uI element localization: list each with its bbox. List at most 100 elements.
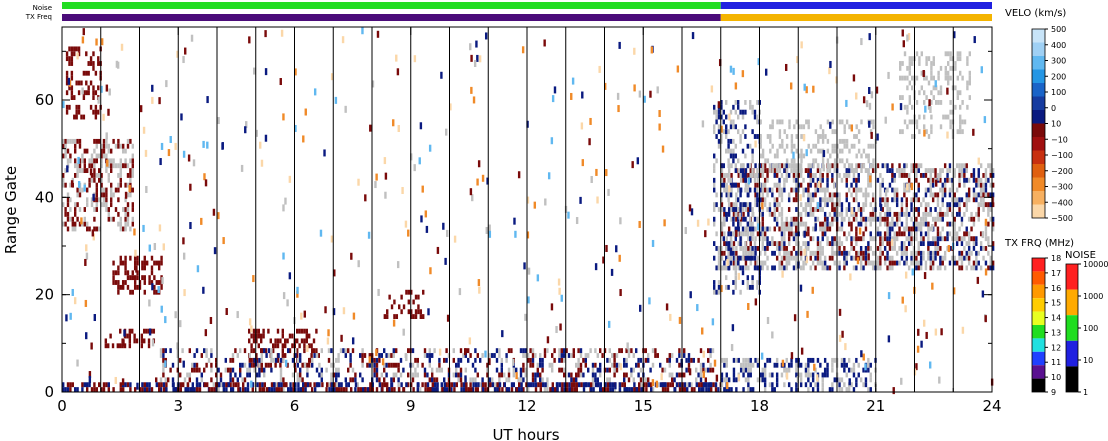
echo-cell xyxy=(757,58,760,66)
echo-cell xyxy=(925,56,928,62)
echo-cell xyxy=(905,216,908,222)
echo-cell xyxy=(352,312,356,320)
echo-cell xyxy=(840,202,844,208)
echo-cell xyxy=(74,143,77,149)
echo-cell xyxy=(70,56,74,62)
echo-cell xyxy=(843,362,846,368)
echo-cell xyxy=(244,387,247,392)
echo-cell xyxy=(826,362,829,368)
echo-cell xyxy=(898,211,901,217)
echo-cell xyxy=(991,246,995,251)
echo-cell xyxy=(746,163,749,169)
velocity-scale-title: VELO (km/s) xyxy=(1005,8,1066,19)
echo-cell xyxy=(811,177,815,183)
echo-cell xyxy=(119,168,122,173)
echo-cell xyxy=(131,202,134,208)
echo-cell xyxy=(455,367,458,373)
echo-cell xyxy=(734,284,737,290)
echo-cell xyxy=(344,105,347,113)
echo-cell xyxy=(828,168,832,173)
echo-cell xyxy=(831,382,834,388)
echo-cell xyxy=(734,255,737,261)
echo-cell xyxy=(426,353,429,358)
echo-cell xyxy=(349,353,352,358)
echo-cell xyxy=(833,163,837,169)
echo-cell xyxy=(871,236,875,242)
echo-cell xyxy=(602,387,605,392)
echo-cell xyxy=(838,308,842,316)
echo-cell xyxy=(864,363,867,371)
echo-cell xyxy=(956,95,959,100)
echo-cell xyxy=(793,143,796,149)
echo-cell xyxy=(234,348,237,354)
echo-cell xyxy=(966,104,969,110)
echo-cell xyxy=(747,265,750,271)
echo-cell xyxy=(264,30,267,38)
echo-cell xyxy=(833,158,837,164)
echo-cell xyxy=(903,182,906,188)
echo-cell xyxy=(605,169,608,177)
echo-cell xyxy=(457,372,460,378)
echo-cell xyxy=(771,168,774,173)
echo-cell xyxy=(400,309,403,315)
echo-cell xyxy=(157,265,161,271)
echo-cell xyxy=(139,105,143,113)
echo-cell xyxy=(775,241,779,246)
echo-cell xyxy=(871,265,875,271)
echo-cell xyxy=(122,207,125,212)
echo-cell xyxy=(69,138,72,144)
echo-cell xyxy=(804,246,808,251)
echo-cell xyxy=(744,231,748,237)
echo-cell xyxy=(805,119,808,125)
echo-cell xyxy=(148,387,151,392)
colorbar-tick-label: 0 xyxy=(1051,104,1056,113)
echo-cell xyxy=(296,357,299,363)
echo-cell xyxy=(632,377,635,383)
echo-cell xyxy=(845,260,848,266)
echo-cell xyxy=(869,119,873,125)
echo-cell xyxy=(838,250,841,256)
echo-cell xyxy=(727,231,730,237)
echo-cell xyxy=(869,173,872,178)
echo-cell xyxy=(949,119,952,125)
echo-cell xyxy=(859,211,863,217)
echo-cell xyxy=(919,216,923,222)
echo-cell xyxy=(423,367,427,373)
echo-cell xyxy=(126,143,130,149)
echo-cell xyxy=(927,211,930,217)
echo-cell xyxy=(759,168,762,173)
echo-cell xyxy=(790,187,793,193)
echo-cell xyxy=(98,177,101,183)
echo-cell xyxy=(809,192,812,198)
echo-cell xyxy=(74,173,77,178)
echo-cell xyxy=(210,353,213,358)
echo-cell xyxy=(475,40,478,48)
echo-cell xyxy=(541,362,544,368)
echo-cell xyxy=(124,265,127,271)
echo-cell xyxy=(546,377,549,383)
echo-cell xyxy=(637,372,640,378)
echo-cell xyxy=(66,216,70,222)
echo-cell xyxy=(707,387,710,392)
echo-cell xyxy=(912,255,916,261)
echo-cell xyxy=(655,380,659,388)
echo-cell xyxy=(664,382,667,388)
echo-cell xyxy=(821,134,825,139)
echo-cell xyxy=(312,338,316,344)
echo-cell xyxy=(953,31,956,39)
echo-cell xyxy=(100,177,103,183)
echo-cell xyxy=(936,197,940,203)
echo-cell xyxy=(512,372,515,378)
echo-cell xyxy=(831,119,834,125)
echo-cell xyxy=(720,246,723,251)
echo-cell xyxy=(481,377,484,383)
echo-cell xyxy=(112,216,115,222)
echo-cell xyxy=(761,226,764,232)
echo-cell xyxy=(131,275,134,281)
echo-cell xyxy=(361,362,364,368)
echo-cell xyxy=(773,241,776,246)
echo-cell xyxy=(128,184,131,192)
echo-cell xyxy=(361,377,364,383)
echo-cell xyxy=(212,208,216,216)
echo-cell xyxy=(869,387,872,392)
